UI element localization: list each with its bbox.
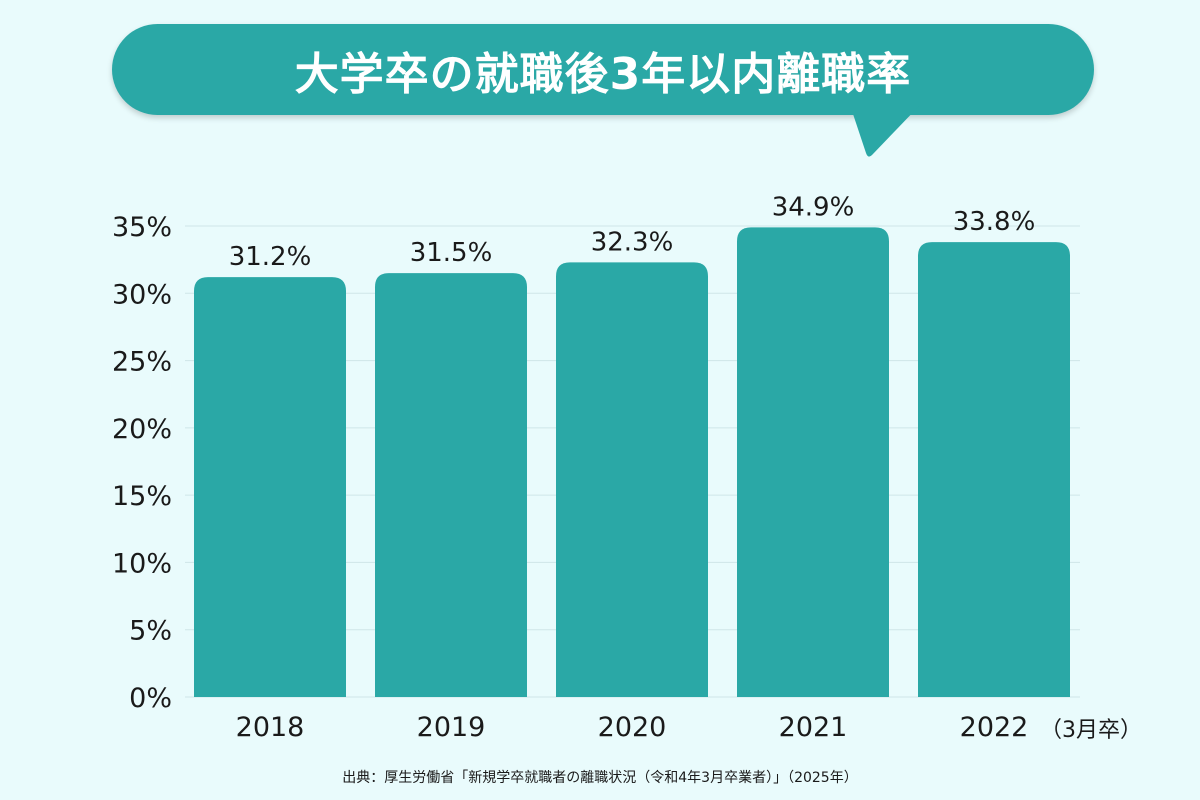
unit-note: （3月卒）	[1040, 718, 1142, 743]
source-citation: 出典：厚生労働省「新規学卒就職者の離職状況（令和4年3月卒業者）」（2025年）	[342, 770, 858, 786]
bar-2020	[556, 262, 708, 697]
y-tick-label: 30%	[112, 279, 172, 310]
y-tick-label: 20%	[112, 414, 172, 445]
y-tick-label: 5%	[129, 616, 172, 647]
title-banner: 大学卒の就職後3年以内離職率	[112, 24, 1094, 115]
x-tick-label: 2022	[960, 712, 1029, 743]
data-label: 32.3%	[591, 227, 674, 257]
x-tick-label: 2021	[779, 712, 848, 743]
y-tick-label: 35%	[112, 212, 172, 243]
x-tick-label: 2020	[598, 712, 667, 743]
data-label: 34.9%	[772, 192, 855, 222]
y-tick-label: 25%	[112, 347, 172, 378]
y-tick-label: 10%	[112, 548, 172, 579]
chart-title: 大学卒の就職後3年以内離職率	[294, 48, 912, 100]
bar-2021	[737, 227, 889, 698]
bar-2018	[194, 277, 346, 697]
y-tick-label: 0%	[129, 683, 172, 714]
data-label: 31.2%	[229, 242, 312, 272]
title-banner-tail	[850, 105, 920, 157]
x-tick-label: 2019	[417, 712, 486, 743]
bar-2019	[375, 273, 527, 697]
bar-2022	[918, 242, 1070, 698]
data-label: 31.5%	[410, 238, 493, 268]
x-tick-label: 2018	[236, 712, 305, 743]
data-label: 33.8%	[953, 207, 1036, 237]
y-tick-label: 15%	[112, 481, 172, 512]
